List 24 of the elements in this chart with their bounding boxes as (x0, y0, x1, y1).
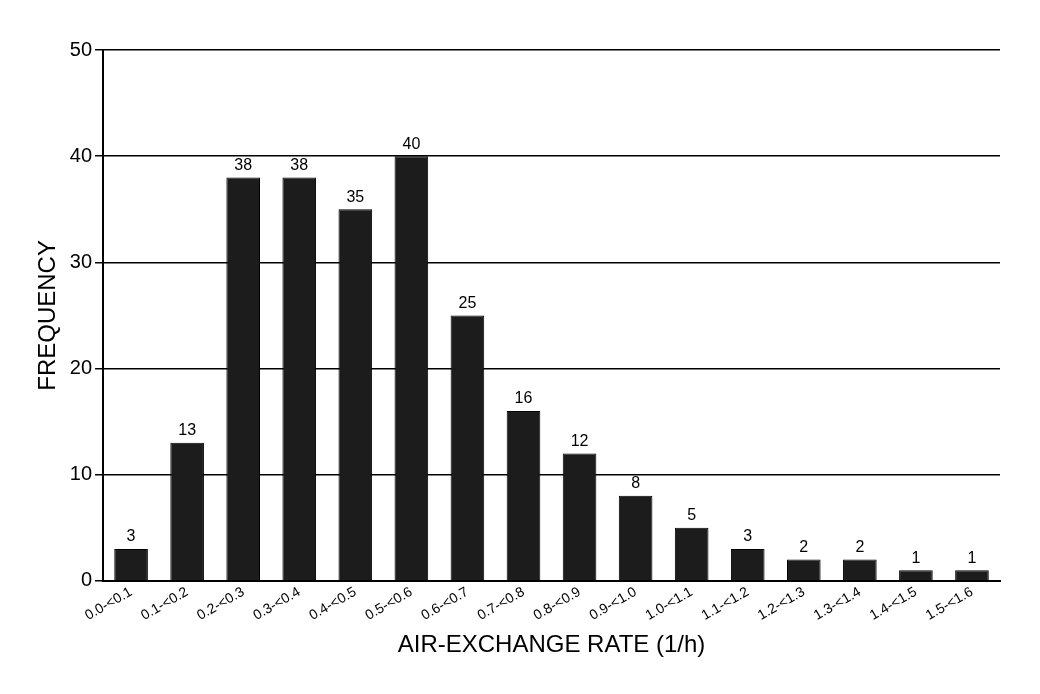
data-label: 40 (402, 134, 421, 152)
y-tick-label: 10 (69, 462, 93, 485)
data-label: 2 (855, 537, 865, 555)
y-tick-label: 30 (69, 249, 93, 272)
data-label: 13 (178, 421, 197, 439)
data-label: 3 (743, 527, 753, 545)
data-label: 35 (346, 187, 365, 205)
data-label: 12 (570, 431, 589, 449)
y-tick-label: 20 (69, 355, 93, 378)
data-label: 1 (911, 548, 921, 566)
data-label: 16 (514, 389, 533, 407)
data-label: 38 (290, 155, 309, 173)
y-tick-label: 40 (69, 143, 93, 166)
data-label: 3 (126, 527, 136, 545)
x-axis-title: AIR-EXCHANGE RATE (1/h) (397, 630, 706, 658)
data-label: 25 (458, 293, 477, 311)
y-axis-title: FREQUENCY (33, 240, 61, 391)
data-label: 8 (631, 474, 641, 492)
data-label: 38 (234, 155, 253, 173)
data-label: 5 (687, 506, 697, 524)
data-label: 1 (967, 548, 977, 566)
data-label: 2 (799, 537, 809, 555)
y-tick-label: 50 (69, 37, 93, 60)
y-tick-label: 0 (80, 568, 93, 591)
